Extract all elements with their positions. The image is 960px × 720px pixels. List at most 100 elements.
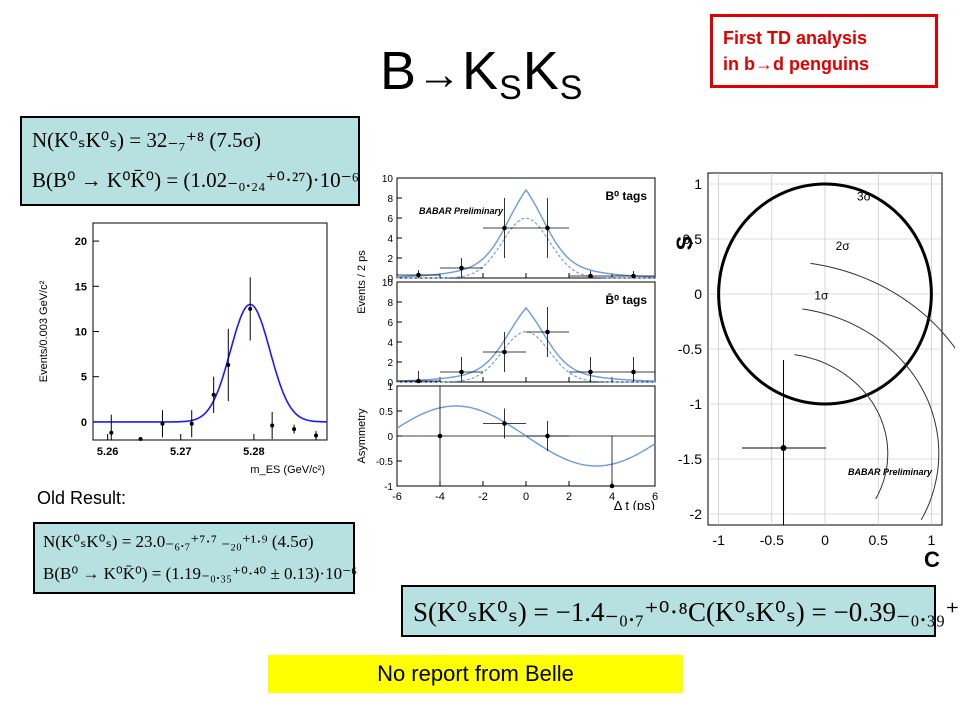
sc-xtick-label: 1 — [927, 532, 935, 548]
dt-data-point — [545, 433, 550, 439]
dt-ytick-label: 0 — [387, 274, 393, 285]
dt-data-point — [459, 369, 464, 375]
mes-data-point — [226, 362, 231, 367]
dt-data-point — [609, 483, 615, 489]
dt-data-point — [459, 265, 464, 271]
dt-xtick-label: -2 — [478, 491, 488, 503]
dt-ylabel-events: Events / 2 ps — [356, 250, 368, 314]
sc-contour-label: 2σ — [836, 239, 851, 253]
dt-ytick-label: -1 — [384, 482, 393, 493]
dt-data-point — [631, 273, 636, 279]
mes-data-point — [160, 421, 165, 426]
dt-data-point — [545, 225, 550, 231]
dt-data-point — [631, 369, 636, 375]
mes-ytick-label: 20 — [75, 236, 87, 248]
sc-physical-boundary — [717, 182, 933, 406]
dt-data-point — [502, 225, 507, 231]
mes-xlabel: m_ES (GeV/c²) — [250, 464, 325, 476]
dt-ytick-label: 0 — [387, 432, 393, 443]
dt-xtick-label: 6 — [652, 491, 658, 503]
dt-data-point — [545, 329, 550, 335]
sc-xlabel: C — [924, 547, 940, 572]
dt-ytick-label: 0.5 — [379, 407, 393, 418]
dt-xtick-label: 4 — [609, 491, 615, 503]
s-c-marks: 1σ 2σ 3σ — [717, 182, 955, 525]
dt-xtick-label: -6 — [392, 491, 402, 503]
mes-data-point — [211, 392, 216, 397]
dt-fit-curve-dashed — [397, 331, 655, 383]
dt-ytick-label: -0.5 — [376, 457, 394, 468]
dt-xlabel: Δ t (ps) — [614, 498, 655, 510]
mes-fit-curve — [93, 303, 328, 423]
dt-ytick-label: 10 — [382, 174, 394, 185]
old-result-label: Old Result: — [37, 488, 127, 508]
equation-c-value: C(K⁰ₛK⁰ₛ) = −0.39₋₀.₃₉⁺⁰·⁴⁰ — [688, 597, 960, 627]
equation-old-branching-fraction: B(B⁰ → K⁰K̄⁰) = (1.19₋₀.₃₅⁺⁰·⁴⁰ ± 0.13)·… — [43, 564, 357, 583]
note-line-1: First TD analysis — [723, 28, 868, 48]
sc-xtick-label: -0.5 — [760, 532, 784, 548]
equation-box-cp-parameters: S(K⁰ₛK⁰ₛ) = −1.4₋₀.₇⁺⁰·⁸ C(K⁰ₛK⁰ₛ) = −0.… — [401, 585, 960, 637]
mes-ytick-label: 0 — [81, 417, 87, 429]
mes-ytick-label: 10 — [75, 327, 87, 339]
dt-ytick-label: 2 — [387, 254, 393, 265]
sc-ytick-label: 1 — [694, 176, 702, 192]
dt-ytick-label: 8 — [387, 298, 393, 309]
dt-ytick-label: 10 — [382, 278, 394, 289]
mes-data-point — [109, 430, 114, 435]
dt-ytick-label: 8 — [387, 194, 393, 205]
dt-xtick-label: -4 — [435, 491, 445, 503]
sc-xtick-label: 0.5 — [868, 532, 888, 548]
mes-xtick-label: 5.26 — [97, 446, 118, 458]
note-box: First TD analysis in b→d penguins — [710, 14, 938, 88]
mes-data-point — [314, 433, 319, 438]
mes-data-point — [248, 306, 253, 311]
dt-ytick-label: 6 — [387, 318, 393, 329]
dt-data-point — [416, 378, 421, 384]
mes-xtick-label: 5.28 — [243, 446, 264, 458]
dt-ytick-label: 1 — [387, 382, 393, 393]
dt-watermark: BABAR Preliminary — [419, 206, 504, 216]
slide-title: B→KSKS — [380, 41, 584, 107]
dt-ytick-label: 4 — [387, 338, 393, 349]
sc-ylabel: S — [672, 236, 697, 251]
mes-ylabel: Events/0.003 GeV/c² — [38, 280, 50, 382]
sc-contour-line — [802, 308, 940, 521]
mes-marks — [93, 277, 328, 441]
equation-yield: N(K⁰ₛK⁰ₛ) = 32₋₇⁺⁸ (7.5σ) — [32, 128, 261, 152]
mes-plot: 0 5 10 15 20 5.26 5.27 5.28 m_ES (GeV/c²) Events/… — [38, 222, 328, 476]
sc-contour-label: 1σ — [814, 289, 829, 303]
equation-s-value: S(K⁰ₛK⁰ₛ) = −1.4₋₀.₇⁺⁰·⁸ — [413, 597, 688, 627]
sc-ytick-label: -2 — [690, 506, 703, 522]
dt-data-point — [502, 349, 507, 355]
sc-xtick-label: -1 — [712, 532, 725, 548]
sc-contour-line — [810, 262, 955, 349]
mes-data-point — [138, 437, 143, 441]
equation-box-new-result: N(K⁰ₛK⁰ₛ) = 32₋₇⁺⁸ (7.5σ) B(B⁰ → K⁰K̄⁰) … — [20, 116, 360, 206]
equation-branching-fraction: B(B⁰ → K⁰K̄⁰) = (1.02₋₀.₂₄⁺⁰·²⁷)·10⁻⁶ — [32, 168, 359, 192]
dt-data-point — [416, 272, 421, 278]
dt-data-point — [588, 369, 593, 375]
dt-fit-curve — [397, 306, 655, 382]
dt-tag-label: B̄⁰ tags — [606, 293, 648, 307]
dt-ytick-label: 4 — [387, 234, 393, 245]
belle-note: No report from Belle — [268, 655, 683, 693]
dt-tag-label: B⁰ tags — [606, 189, 648, 203]
sc-contour-label: 3σ — [857, 190, 872, 204]
sc-data-point — [780, 445, 787, 451]
dt-fit-curve-dashed — [397, 217, 655, 279]
mes-data-point — [189, 421, 194, 426]
dt-xtick-label: 0 — [523, 491, 529, 503]
mes-axes: 0 5 10 15 20 5.26 5.27 5.28 m_ES (GeV/c²) Events/… — [38, 222, 328, 476]
dt-ytick-label: 6 — [387, 214, 393, 225]
mes-ytick-label: 15 — [75, 281, 87, 293]
delta-t-marks — [396, 188, 656, 489]
sc-xtick-label: 0 — [821, 532, 829, 548]
sc-ytick-label: -0.5 — [678, 341, 702, 357]
dt-data-point — [502, 421, 507, 426]
dt-fit-curve — [396, 188, 656, 278]
mes-xtick-label: 5.27 — [170, 446, 191, 458]
